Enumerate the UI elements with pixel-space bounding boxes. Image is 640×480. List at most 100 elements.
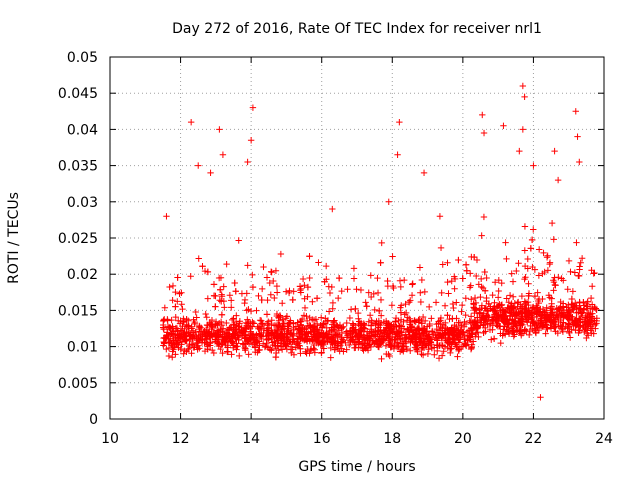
data-point	[355, 320, 362, 328]
data-point	[315, 259, 322, 266]
data-point	[525, 331, 533, 339]
data-point	[426, 320, 433, 328]
data-point	[271, 342, 279, 350]
data-point	[433, 325, 441, 333]
data-point	[315, 332, 323, 340]
data-point	[578, 255, 586, 262]
data-point	[362, 345, 369, 352]
data-point	[470, 304, 478, 312]
data-point	[467, 313, 475, 320]
data-point	[560, 312, 567, 319]
data-point	[242, 332, 249, 339]
data-point	[437, 317, 444, 324]
data-point	[329, 332, 337, 340]
data-point	[264, 344, 272, 351]
data-point	[577, 309, 585, 317]
data-point	[505, 298, 513, 306]
data-point	[549, 318, 556, 326]
data-point	[488, 336, 495, 343]
data-point	[541, 311, 548, 318]
data-point	[537, 394, 544, 401]
data-point	[409, 280, 416, 287]
data-point	[362, 299, 369, 306]
data-point	[278, 300, 286, 307]
data-point	[290, 288, 297, 295]
data-point	[385, 198, 392, 205]
data-point	[366, 335, 373, 343]
data-point	[418, 320, 426, 327]
data-point	[299, 335, 307, 343]
data-point	[232, 335, 239, 342]
data-point	[428, 336, 436, 343]
data-point	[208, 322, 216, 330]
data-point	[403, 345, 411, 353]
data-point	[304, 283, 312, 291]
data-point	[541, 318, 549, 326]
data-point	[530, 303, 537, 311]
data-point	[451, 275, 459, 283]
data-point	[399, 336, 406, 344]
data-point	[432, 299, 440, 306]
data-point	[456, 319, 464, 326]
data-point	[277, 335, 285, 342]
data-point	[394, 151, 401, 158]
data-point	[521, 326, 528, 334]
data-point	[451, 285, 458, 292]
data-point	[310, 341, 318, 349]
data-point	[354, 336, 362, 343]
data-point	[588, 325, 596, 332]
data-point	[514, 299, 521, 307]
data-point	[377, 296, 385, 304]
data-point	[498, 302, 505, 309]
data-point	[551, 147, 558, 155]
data-point	[380, 318, 388, 326]
data-point	[258, 296, 265, 304]
data-point	[429, 328, 436, 336]
data-point	[397, 283, 405, 291]
data-point	[519, 82, 527, 90]
data-point	[164, 329, 171, 336]
data-point	[217, 326, 224, 333]
data-point	[542, 312, 549, 320]
data-point	[272, 267, 280, 275]
data-point	[531, 292, 539, 300]
data-point	[521, 93, 528, 101]
data-point	[498, 279, 505, 287]
data-point	[258, 285, 266, 293]
data-point	[286, 319, 293, 327]
data-point	[303, 338, 311, 345]
data-point	[187, 118, 195, 126]
data-point	[484, 307, 492, 315]
data-point	[303, 350, 310, 357]
data-point	[203, 321, 211, 329]
data-point	[325, 308, 333, 315]
data-point	[228, 316, 236, 324]
data-point	[268, 268, 275, 276]
data-point	[559, 328, 567, 335]
data-point	[526, 312, 534, 319]
data-point	[329, 299, 337, 307]
data-point	[267, 268, 275, 275]
data-point	[267, 291, 275, 298]
data-point	[210, 281, 218, 288]
data-point	[339, 323, 347, 331]
data-point	[188, 350, 195, 357]
data-point	[293, 330, 301, 338]
data-point	[564, 310, 571, 318]
data-point	[509, 278, 517, 285]
data-point	[174, 298, 181, 305]
data-point	[172, 303, 179, 310]
data-point	[253, 338, 260, 346]
data-point	[343, 334, 351, 341]
data-point	[525, 301, 532, 309]
data-point	[195, 162, 202, 169]
data-point	[239, 329, 247, 336]
data-point	[343, 328, 350, 335]
data-point	[505, 330, 513, 338]
data-point	[412, 336, 419, 343]
data-point	[203, 314, 210, 321]
data-point	[253, 307, 260, 314]
data-point	[567, 268, 574, 275]
x-tick-label: 24	[595, 431, 613, 447]
data-point	[346, 314, 354, 322]
